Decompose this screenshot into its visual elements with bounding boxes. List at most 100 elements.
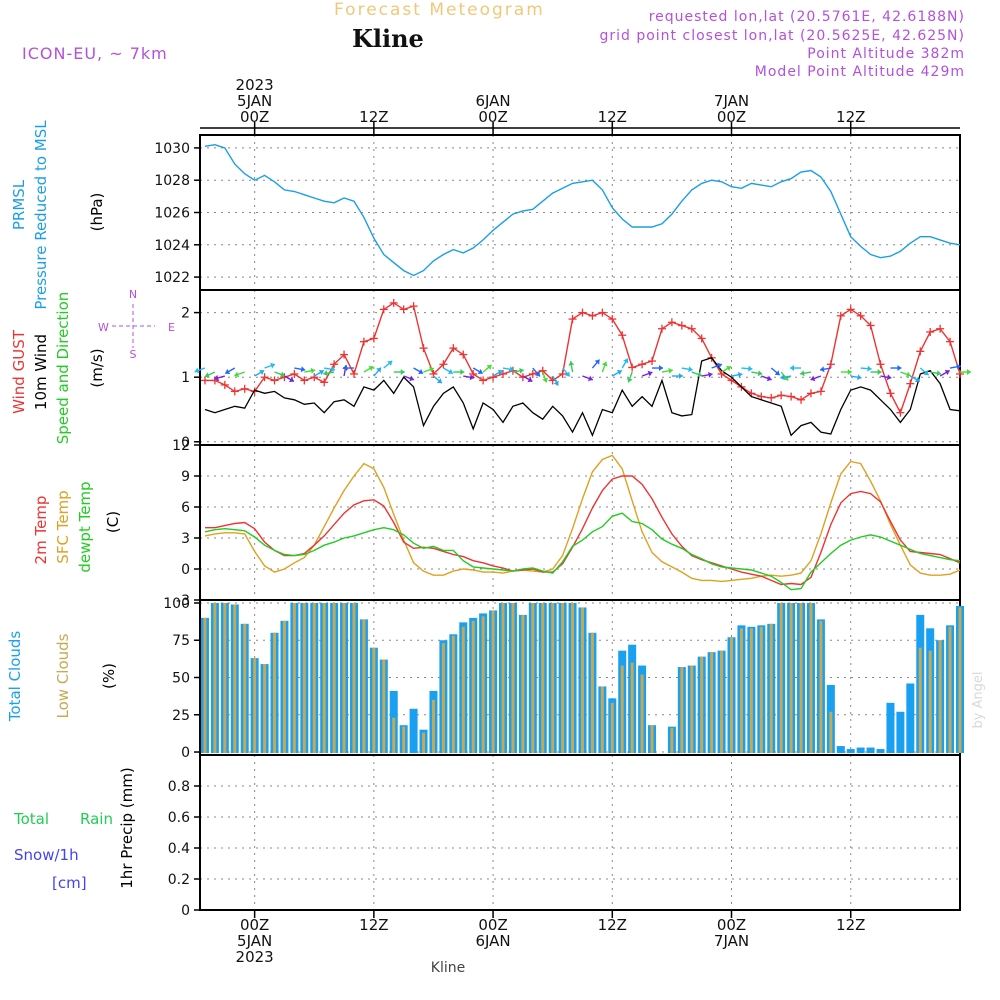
- gust-marker: [956, 369, 964, 378]
- ytick-label-precip: 0.6: [168, 810, 190, 826]
- gust-marker: [260, 373, 269, 382]
- gust-marker: [687, 324, 696, 333]
- model-label: ICON-EU, ~ 7km: [22, 44, 168, 63]
- top-tick-label: 00Z: [717, 108, 746, 126]
- wind-direction-arrowhead: [647, 370, 653, 377]
- wind-direction-arrowhead: [564, 371, 570, 377]
- gust-marker: [379, 305, 388, 314]
- low-cloud-bar: [700, 656, 704, 754]
- wind-direction-arrowhead: [897, 365, 902, 372]
- gust-marker: [230, 387, 239, 396]
- gust-marker: [419, 344, 428, 353]
- wind-direction-arrowhead: [568, 361, 575, 366]
- gust-marker: [876, 360, 885, 369]
- wind-direction-arrowhead: [368, 365, 374, 372]
- gust-marker: [608, 315, 617, 324]
- wind-direction-arrowhead: [790, 365, 795, 372]
- ytick-label-pressure: 1028: [154, 173, 190, 189]
- gust-marker: [697, 334, 706, 343]
- ytick-label-pressure: 1024: [154, 238, 190, 254]
- gust-marker: [409, 302, 418, 311]
- low-cloud-bar: [650, 725, 654, 754]
- gust-marker: [886, 389, 895, 398]
- gust-line: [205, 302, 961, 415]
- wind-direction-arrowhead: [956, 363, 961, 370]
- ytick-label-wind: 1: [181, 370, 190, 386]
- gust-marker: [200, 376, 209, 385]
- ytick-label-cloud: 50: [172, 671, 190, 687]
- low-cloud-bar: [253, 658, 257, 754]
- top-tick-label: 12Z: [359, 108, 388, 126]
- low-cloud-bar: [461, 626, 465, 754]
- total-cloud-bar: [886, 702, 895, 754]
- gust-marker: [210, 376, 219, 385]
- wind-direction-arrowhead: [553, 380, 559, 386]
- label-2m-temp: 2m Temp: [32, 496, 50, 565]
- gust-marker: [826, 360, 835, 369]
- gust-marker: [648, 357, 657, 366]
- ytick-label-temp: 9: [181, 469, 190, 485]
- wind-direction-arrowhead: [678, 373, 683, 380]
- bottom-tick-label: 5JAN: [237, 932, 272, 950]
- wind-direction-arrowhead: [259, 369, 265, 376]
- low-cloud-bar: [352, 602, 356, 754]
- wind-direction-arrowhead: [429, 366, 434, 373]
- wind-direction-arrowhead: [810, 375, 816, 382]
- wind-direction-arrowhead: [409, 375, 414, 382]
- low-cloud-bar: [551, 602, 555, 754]
- footer-location: Kline: [431, 960, 465, 976]
- bottom-tick-label: 12Z: [836, 916, 865, 934]
- ytick-label-pressure: 1030: [154, 141, 190, 157]
- wind-direction-arrowhead: [737, 371, 743, 378]
- wind-direction-arrowhead: [800, 370, 805, 377]
- wind-direction-arrowhead: [886, 374, 892, 381]
- low-cloud-bar: [362, 619, 366, 754]
- wind-direction-arrowhead: [766, 375, 772, 382]
- gust-marker: [856, 311, 865, 320]
- point-altitude: Point Altitude 382m: [807, 46, 965, 62]
- gust-marker: [578, 308, 587, 317]
- low-cloud-bar: [471, 620, 475, 754]
- bottom-tick-label: 00Z: [240, 916, 269, 934]
- wind-direction-arrowhead: [905, 371, 911, 378]
- total-cloud-bar: [896, 711, 905, 754]
- low-cloud-bar: [809, 602, 813, 754]
- gust-marker: [340, 350, 349, 359]
- gust-marker: [290, 369, 299, 378]
- label-10m-wind: 10m Wind: [32, 334, 50, 410]
- wind-direction-arrowhead: [234, 371, 240, 378]
- total-cloud-bar: [876, 749, 885, 754]
- low-cloud-bar: [730, 637, 734, 754]
- label-wind-gust: Wind GUST: [10, 329, 28, 414]
- low-cloud-bar: [273, 632, 277, 754]
- ytick-label-precip: 0.2: [168, 872, 190, 888]
- wind-direction-arrowhead: [688, 366, 693, 373]
- wind-direction-arrowhead: [436, 378, 442, 384]
- low-cloud-bar: [451, 635, 455, 754]
- wind-direction-arrowhead: [914, 376, 920, 383]
- gust-marker: [469, 369, 478, 378]
- low-cloud-bar: [501, 602, 505, 754]
- low-cloud-bar: [332, 602, 336, 754]
- gust-marker: [806, 389, 815, 398]
- label-pressure-msl: Pressure Reduced to MSL: [32, 120, 50, 310]
- wind-direction-arrowhead: [486, 364, 492, 370]
- bottom-tick-label: 00Z: [478, 916, 507, 934]
- ytick-label-precip: 0.4: [168, 841, 190, 857]
- dewpoint-line: [204, 512, 961, 591]
- ytick-label-cloud: 25: [172, 708, 190, 724]
- gust-marker: [459, 350, 468, 359]
- bottom-tick-label: 6JAN: [475, 932, 510, 950]
- low-cloud-bar: [431, 699, 435, 754]
- label-low-clouds: Low Clouds: [54, 633, 72, 718]
- low-cloud-bar: [620, 665, 624, 754]
- low-cloud-bar: [441, 643, 445, 754]
- wind-direction-arrowhead: [588, 375, 593, 382]
- wind-direction-arrowhead: [601, 361, 608, 367]
- low-cloud-bar: [690, 665, 694, 754]
- low-cloud-bar: [372, 647, 376, 754]
- ytick-label-temp: 0: [181, 562, 190, 578]
- wind-direction-arrowhead: [697, 371, 703, 378]
- gust-marker: [866, 321, 875, 330]
